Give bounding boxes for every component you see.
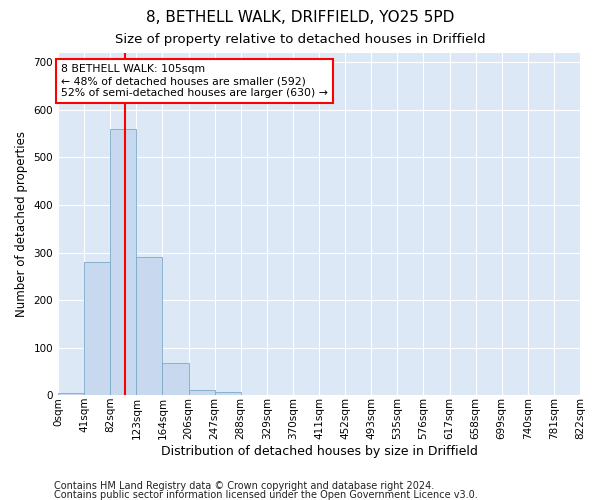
Bar bbox=[215, 392, 241, 396]
Text: 8, BETHELL WALK, DRIFFIELD, YO25 5PD: 8, BETHELL WALK, DRIFFIELD, YO25 5PD bbox=[146, 10, 454, 25]
Bar bbox=[188, 390, 215, 396]
X-axis label: Distribution of detached houses by size in Driffield: Distribution of detached houses by size … bbox=[161, 444, 478, 458]
Bar bbox=[84, 262, 110, 396]
Bar bbox=[163, 363, 188, 396]
Text: Contains HM Land Registry data © Crown copyright and database right 2024.: Contains HM Land Registry data © Crown c… bbox=[54, 481, 434, 491]
Bar bbox=[110, 128, 136, 396]
Y-axis label: Number of detached properties: Number of detached properties bbox=[15, 131, 28, 317]
Text: 8 BETHELL WALK: 105sqm
← 48% of detached houses are smaller (592)
52% of semi-de: 8 BETHELL WALK: 105sqm ← 48% of detached… bbox=[61, 64, 328, 98]
Bar bbox=[58, 393, 84, 396]
Text: Contains public sector information licensed under the Open Government Licence v3: Contains public sector information licen… bbox=[54, 490, 478, 500]
Bar bbox=[136, 258, 163, 396]
Text: Size of property relative to detached houses in Driffield: Size of property relative to detached ho… bbox=[115, 32, 485, 46]
